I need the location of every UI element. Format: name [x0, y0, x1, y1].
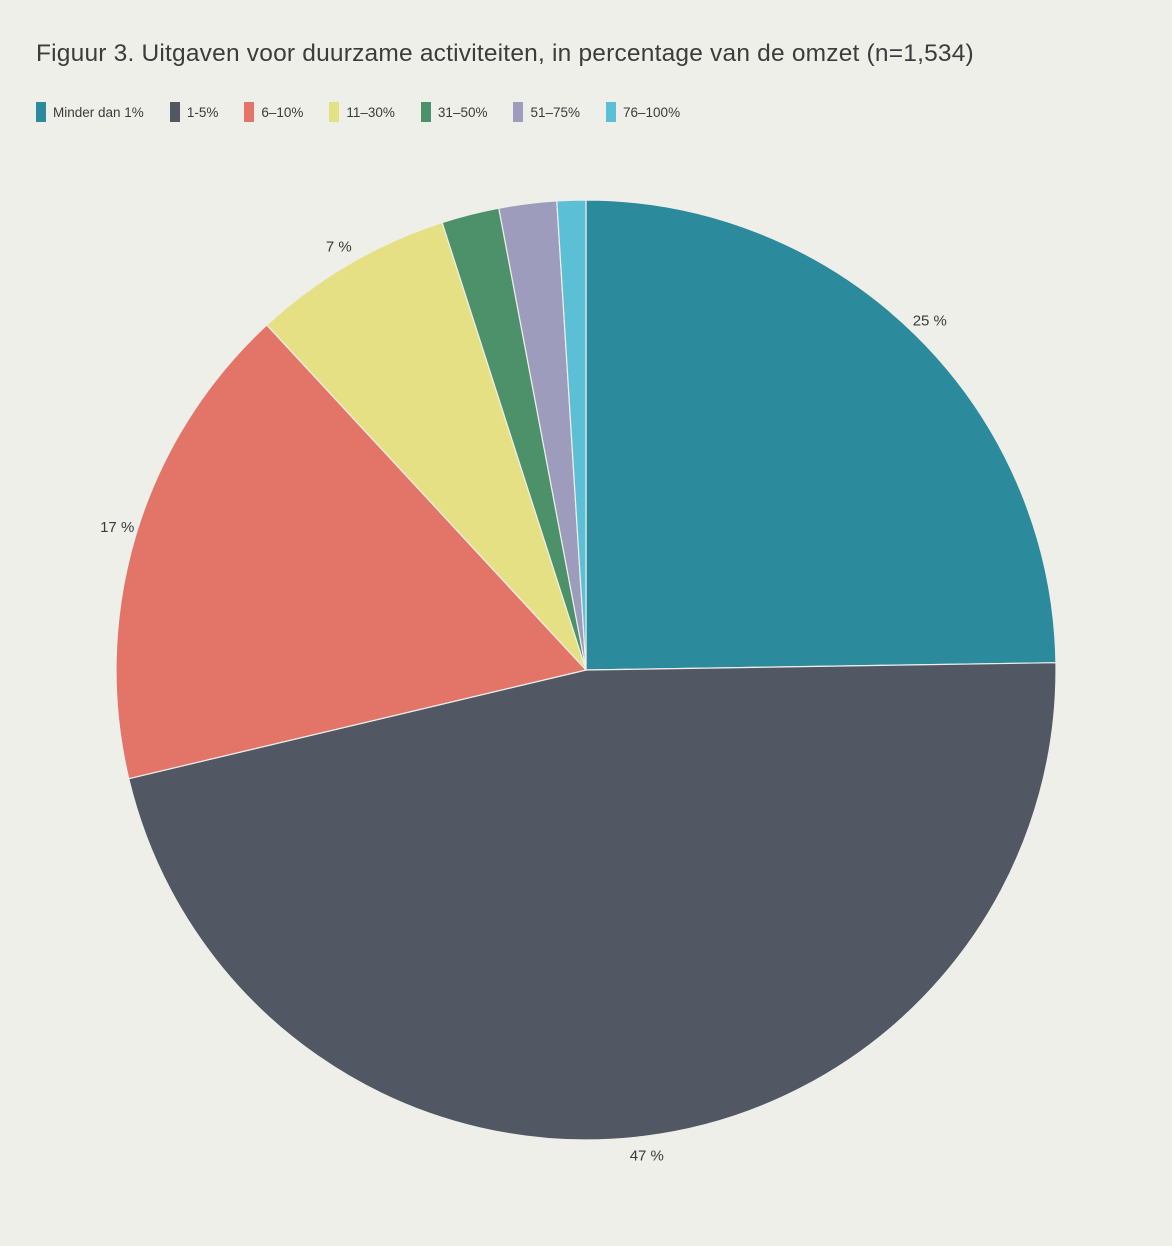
slice-value-label-minder-dan-1: 25 %: [913, 312, 947, 329]
chart-title: Figuur 3. Uitgaven voor duurzame activit…: [36, 40, 974, 67]
legend-swatch-icon: [244, 102, 255, 122]
legend-label: Minder dan 1%: [53, 104, 144, 120]
legend-swatch-icon: [420, 102, 431, 122]
legend-item-76-100: 76–100%: [606, 102, 680, 122]
legend-label: 1-5%: [186, 104, 219, 120]
legend-item-11-30: 11–30%: [329, 102, 395, 122]
pie-slice-11-30: [265, 221, 587, 671]
legend-label: 31–50%: [437, 104, 488, 120]
slice-value-label-6-10: 17 %: [100, 519, 134, 536]
pie-slice-76-100: [556, 199, 587, 671]
pie-slice-1-5: [128, 662, 1057, 1141]
legend-item-1-5: 1-5%: [169, 102, 219, 122]
legend-item-6-10: 6–10%: [244, 102, 303, 122]
chart-legend: Minder dan 1% 1-5% 6–10% 11–30% 31–50% 51–75%…: [36, 102, 680, 122]
legend-swatch-icon: [36, 102, 46, 122]
legend-label: 51–75%: [530, 104, 581, 120]
legend-swatch-icon: [169, 102, 180, 122]
legend-item-minder-dan-1: Minder dan 1%: [36, 102, 144, 122]
legend-swatch-icon: [513, 102, 524, 122]
pie-slice-minder-dan-1: [585, 199, 1057, 671]
legend-label: 11–30%: [346, 104, 395, 120]
slice-value-label-1-5: 47 %: [630, 1148, 664, 1165]
legend-item-51-75: 51–75%: [513, 102, 580, 122]
legend-label: 76–100%: [623, 104, 681, 120]
legend-item-31-50: 31–50%: [420, 102, 488, 122]
slice-value-label-11-30: 7 %: [326, 238, 352, 255]
legend-swatch-icon: [329, 102, 340, 122]
legend-label: 6–10%: [261, 104, 304, 120]
legend-swatch-icon: [606, 102, 617, 122]
pie-slice-6-10: [115, 324, 588, 780]
